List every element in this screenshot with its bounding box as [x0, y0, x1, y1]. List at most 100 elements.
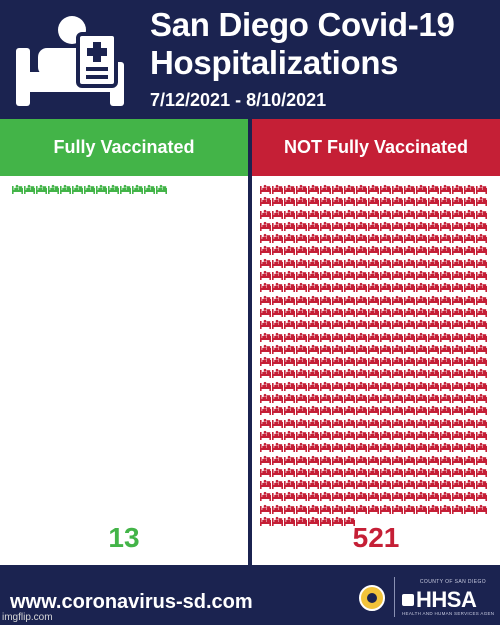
hospital-bed-icon: [476, 245, 488, 257]
hospital-bed-icon: [428, 467, 440, 479]
hospital-bed-icon: [308, 332, 320, 344]
hospital-bed-icon: [260, 233, 272, 245]
hospital-bed-icon: [404, 504, 416, 516]
hospital-bed-icon: [440, 418, 452, 430]
hospital-bed-icon: [320, 356, 332, 368]
hospital-bed-icon: [392, 455, 404, 467]
hospital-bed-icon: [332, 221, 344, 233]
hospital-bed-icon: [464, 233, 476, 245]
hospital-bed-icon: [416, 295, 428, 307]
hospital-bed-icon: [368, 233, 380, 245]
hospital-bed-icon: [476, 270, 488, 282]
hospital-bed-icon: [368, 467, 380, 479]
hospital-bed-icon: [332, 393, 344, 405]
hospital-bed-icon: [344, 430, 356, 442]
hospital-bed-icon: [428, 344, 440, 356]
hospital-bed-icon: [464, 196, 476, 208]
hospital-bed-icon: [440, 196, 452, 208]
hospital-bed-icon: [452, 504, 464, 516]
hospital-bed-icon: [284, 393, 296, 405]
hospital-bed-icon: [344, 221, 356, 233]
hospital-bed-icon: [108, 184, 120, 196]
hospital-bed-icon: [416, 356, 428, 368]
hospital-bed-icon: [392, 479, 404, 491]
hospital-bed-icon: [476, 184, 488, 196]
hospital-bed-icon: [464, 258, 476, 270]
hospital-bed-icon: [320, 393, 332, 405]
hospital-bed-icon: [332, 245, 344, 257]
hospital-bed-icon: [320, 233, 332, 245]
hospital-bed-icon: [308, 319, 320, 331]
hospital-bed-icon: [344, 319, 356, 331]
hospital-bed-icon: [464, 455, 476, 467]
hospital-bed-icon: [296, 479, 308, 491]
hospital-bed-icon: [308, 282, 320, 294]
hospital-bed-icon: [392, 221, 404, 233]
website-link[interactable]: www.coronavirus-sd.com: [10, 591, 253, 613]
hospital-bed-icon: [16, 16, 124, 106]
hospital-bed-icon: [368, 332, 380, 344]
hospital-bed-icon: [404, 184, 416, 196]
hospital-bed-icon: [260, 516, 272, 528]
hospital-bed-icon: [296, 516, 308, 528]
hospital-bed-icon: [416, 332, 428, 344]
hospital-bed-icon: [344, 442, 356, 454]
hospital-bed-icon: [260, 332, 272, 344]
hospital-bed-icon: [476, 196, 488, 208]
hospital-bed-icon: [320, 442, 332, 454]
hospital-bed-icon: [368, 282, 380, 294]
hospital-bed-icon: [272, 233, 284, 245]
hospital-bed-icon: [428, 184, 440, 196]
hospital-bed-icon: [284, 258, 296, 270]
hospital-bed-icon: [308, 381, 320, 393]
hospital-bed-icon: [380, 418, 392, 430]
hospital-bed-icon: [368, 479, 380, 491]
hospital-bed-icon: [380, 467, 392, 479]
hospital-bed-icon: [344, 245, 356, 257]
hospital-bed-icon: [368, 307, 380, 319]
hospital-bed-icon: [272, 418, 284, 430]
hospital-bed-icon: [416, 245, 428, 257]
hospital-bed-icon: [296, 295, 308, 307]
hospital-bed-icon: [308, 196, 320, 208]
hospital-bed-icon: [308, 418, 320, 430]
hospital-bed-icon: [476, 442, 488, 454]
hospital-bed-icon: [428, 405, 440, 417]
hospital-bed-icon: [380, 356, 392, 368]
hospital-bed-icon: [344, 344, 356, 356]
hospital-bed-icon: [332, 332, 344, 344]
hospital-bed-icon: [452, 467, 464, 479]
hospital-bed-icon: [464, 184, 476, 196]
hospital-bed-icon: [428, 479, 440, 491]
hospital-bed-icon: [284, 295, 296, 307]
hospital-bed-icon: [320, 270, 332, 282]
hospital-bed-icon: [344, 455, 356, 467]
hospital-bed-icon: [344, 418, 356, 430]
hospital-bed-icon: [476, 405, 488, 417]
hospital-bed-icon: [368, 405, 380, 417]
hospital-bed-icon: [320, 221, 332, 233]
hospital-bed-icon: [308, 504, 320, 516]
hospital-bed-icon: [260, 258, 272, 270]
hospital-bed-icon: [464, 356, 476, 368]
hospital-bed-icon: [392, 491, 404, 503]
hospital-bed-icon: [440, 430, 452, 442]
hospital-bed-icon: [464, 405, 476, 417]
hospital-bed-icon: [428, 430, 440, 442]
hospital-bed-icon: [332, 442, 344, 454]
hospital-bed-icon: [428, 319, 440, 331]
hospital-bed-icon: [380, 491, 392, 503]
hospital-bed-icon: [332, 430, 344, 442]
hospital-bed-icon: [452, 332, 464, 344]
hospital-bed-icon: [404, 319, 416, 331]
hospital-bed-icon: [260, 455, 272, 467]
hospital-bed-icon: [404, 418, 416, 430]
header-banner: San Diego Covid-19 Hospitalizations 7/12…: [0, 0, 500, 119]
hospital-bed-icon: [476, 381, 488, 393]
agency-full-name: HEALTH AND HUMAN SERVICES AGENCY: [402, 611, 494, 616]
hospital-bed-icon: [404, 295, 416, 307]
hospital-bed-icon: [440, 209, 452, 221]
hospital-bed-icon: [72, 184, 84, 196]
hospital-bed-icon: [452, 405, 464, 417]
hospital-bed-icon: [416, 418, 428, 430]
